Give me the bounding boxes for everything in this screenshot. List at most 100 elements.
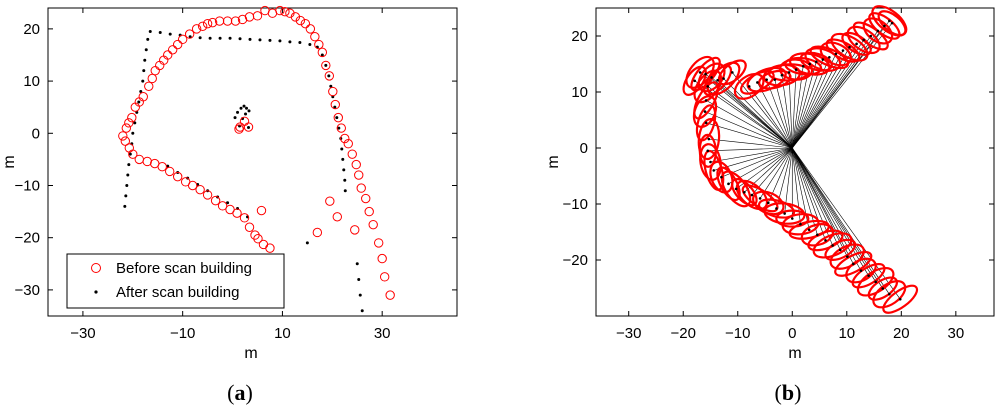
after-scan-point: [342, 168, 346, 172]
after-scan-point: [148, 29, 152, 33]
origin-ray: [792, 147, 854, 265]
before-scan-point: [364, 206, 374, 217]
before-scan-point: [300, 18, 311, 29]
landmark-point: [841, 49, 845, 52]
after-scan-point: [228, 36, 232, 40]
landmark-point: [706, 85, 710, 88]
origin-ray: [791, 147, 833, 246]
panel-b-xlabel: m: [788, 345, 801, 362]
panel-a-xtick-label: 10: [274, 325, 291, 342]
after-scan-point: [358, 293, 362, 297]
uncertainty-ellipse: [699, 143, 722, 181]
before-scan-point: [244, 222, 255, 232]
after-scan-point: [141, 79, 145, 83]
after-scan-point: [320, 53, 324, 57]
uncertainty-ellipse: [856, 266, 895, 297]
before-scan-point: [265, 243, 275, 253]
landmark-point: [766, 201, 770, 205]
landmark-point: [867, 274, 870, 277]
uncertainty-ellipse: [812, 232, 853, 259]
before-scan-point: [350, 225, 360, 235]
after-scan-point: [125, 183, 129, 187]
uncertainty-ellipse: [846, 25, 881, 55]
uncertainty-ellipse: [767, 63, 811, 82]
landmark-point: [852, 262, 855, 266]
uncertainty-ellipse: [877, 10, 907, 37]
landmark-point: [838, 248, 842, 252]
after-scan-point: [133, 121, 137, 125]
before-scan-point: [120, 136, 131, 146]
before-scan-point: [147, 73, 157, 84]
before-scan-point: [124, 118, 134, 128]
landmark-point: [824, 239, 827, 242]
uncertainty-ellipse: [830, 32, 869, 62]
before-scan-point: [197, 21, 208, 31]
landmark-point: [773, 78, 777, 81]
landmark-point: [756, 81, 759, 84]
uncertainty-ellipse: [779, 58, 814, 81]
before-scan-point: [138, 92, 148, 102]
after-scan-point: [324, 63, 328, 67]
panel-a-scatter: −30 −10 10 30 −30 −20 −10 0 10 20 m m Before scan…: [1, 5, 458, 405]
before-scan-point: [230, 16, 241, 26]
after-scan-point: [126, 173, 130, 177]
landmark-point: [888, 19, 891, 23]
landmark-point: [704, 99, 708, 102]
landmark-point: [890, 21, 894, 25]
after-scan-point: [123, 204, 127, 208]
after-scan-point: [335, 116, 339, 120]
landmark-point: [848, 45, 851, 49]
landmark-point: [747, 85, 751, 88]
before-scan-point: [321, 60, 331, 71]
landmark-point: [859, 269, 863, 272]
panel-b-xtick-label: 0: [788, 325, 796, 342]
origin-ray: [707, 86, 793, 149]
origin-ray: [704, 111, 793, 149]
landmark-point: [765, 78, 768, 81]
uncertainty-ellipse: [824, 238, 857, 261]
before-scan-point: [234, 124, 244, 134]
uncertainty-ellipse: [757, 198, 796, 219]
before-scan-point: [368, 219, 378, 230]
landmark-point: [898, 297, 902, 301]
panel-b-ticks: −30 −20 −10 0 10 20 30 −20 −10 0 10 20: [563, 8, 994, 342]
before-scan-point: [252, 11, 263, 21]
origin-ray: [707, 147, 793, 152]
landmark-point: [758, 197, 762, 200]
after-scan-point: [218, 36, 222, 40]
landmark-point: [855, 42, 858, 46]
after-scan-point: [268, 38, 272, 42]
landmark-point: [816, 233, 819, 237]
after-scan-point: [248, 37, 252, 41]
uncertainty-ellipse: [867, 276, 898, 301]
uncertainty-ellipse: [882, 284, 919, 314]
after-scan-point: [327, 74, 331, 78]
before-scan-point: [325, 196, 335, 206]
after-scan-point: [236, 110, 240, 114]
after-scan-point: [158, 31, 162, 35]
before-scan-point: [340, 133, 350, 144]
uncertainty-ellipse: [775, 209, 810, 228]
panel-b-ytick-label: −20: [563, 252, 588, 269]
legend-label-after: After scan building: [116, 284, 239, 301]
landmark-point: [831, 244, 834, 247]
before-scan-point: [333, 112, 343, 123]
uncertainty-ellipse: [834, 250, 873, 277]
landmark-point: [731, 71, 734, 74]
origin-ray: [792, 147, 884, 289]
panel-b-ytick-label: 10: [571, 84, 588, 101]
after-scan-point: [337, 126, 341, 130]
landmark-point: [727, 182, 730, 186]
panel-a-xtick-label: 30: [374, 325, 391, 342]
uncertainty-ellipse: [758, 69, 792, 90]
landmark-point: [716, 78, 719, 82]
panel-a-legend: Before scan building After scan building: [66, 253, 285, 309]
landmark-point: [801, 64, 805, 68]
before-scan-point: [295, 15, 306, 26]
before-scan-point: [312, 227, 323, 238]
after-scan-point: [233, 116, 237, 120]
before-scan-point: [336, 123, 346, 133]
before-scan-point: [195, 184, 205, 195]
after-scan-point: [247, 109, 251, 113]
panel-b-ylabel: m: [545, 155, 562, 168]
